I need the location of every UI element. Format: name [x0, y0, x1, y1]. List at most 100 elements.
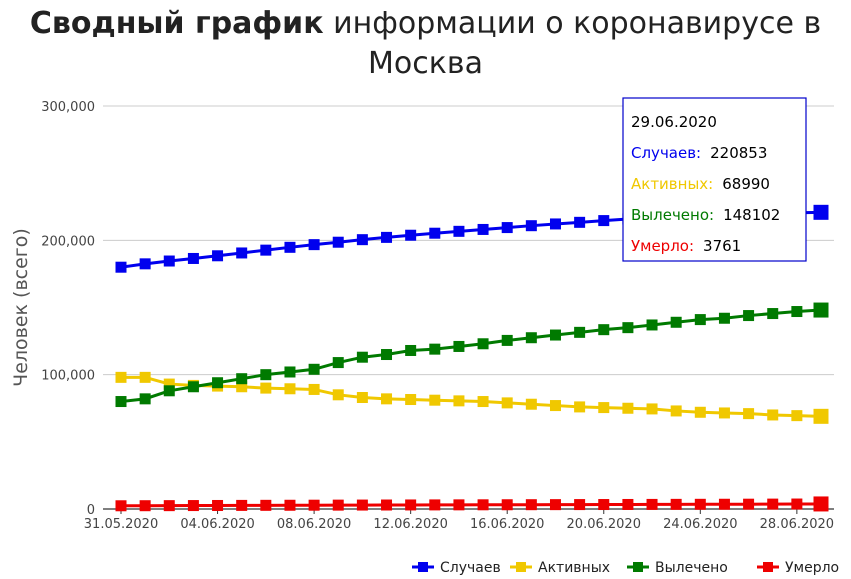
data-point[interactable] [116, 262, 127, 273]
data-point[interactable] [309, 500, 320, 511]
data-point[interactable] [502, 335, 513, 346]
data-point[interactable] [695, 407, 706, 418]
data-point[interactable] [743, 499, 754, 510]
data-point[interactable] [236, 373, 247, 384]
data-point[interactable] [647, 319, 658, 330]
data-point[interactable] [188, 500, 199, 511]
data-point[interactable] [719, 313, 730, 324]
data-point[interactable] [671, 499, 682, 510]
data-point[interactable] [140, 258, 151, 269]
data-point[interactable] [502, 499, 513, 510]
data-point[interactable] [309, 239, 320, 250]
data-point[interactable] [743, 310, 754, 321]
data-point[interactable] [814, 303, 829, 318]
data-point[interactable] [116, 500, 127, 511]
data-point[interactable] [574, 217, 585, 228]
data-point[interactable] [381, 232, 392, 243]
data-point[interactable] [212, 377, 223, 388]
data-point[interactable] [284, 500, 295, 511]
legend-item[interactable]: Умерло [757, 560, 839, 576]
data-point[interactable] [140, 500, 151, 511]
data-point[interactable] [526, 220, 537, 231]
data-point[interactable] [284, 242, 295, 253]
data-point[interactable] [164, 385, 175, 396]
data-point[interactable] [116, 396, 127, 407]
data-point[interactable] [478, 396, 489, 407]
data-point[interactable] [598, 499, 609, 510]
data-point[interactable] [357, 500, 368, 511]
data-point[interactable] [188, 381, 199, 392]
data-point[interactable] [405, 345, 416, 356]
legend-item[interactable]: Активных [510, 560, 610, 576]
data-point[interactable] [333, 500, 344, 511]
data-point[interactable] [140, 372, 151, 383]
data-point[interactable] [478, 338, 489, 349]
data-point[interactable] [743, 408, 754, 419]
data-point[interactable] [791, 410, 802, 421]
data-point[interactable] [357, 352, 368, 363]
data-point[interactable] [333, 389, 344, 400]
data-point[interactable] [550, 400, 561, 411]
data-point[interactable] [622, 403, 633, 414]
data-point[interactable] [429, 395, 440, 406]
data-point[interactable] [574, 327, 585, 338]
data-point[interactable] [405, 394, 416, 405]
data-point[interactable] [429, 228, 440, 239]
data-point[interactable] [212, 250, 223, 261]
data-point[interactable] [598, 402, 609, 413]
data-point[interactable] [791, 306, 802, 317]
data-point[interactable] [309, 384, 320, 395]
data-point[interactable] [212, 500, 223, 511]
data-point[interactable] [814, 205, 829, 220]
data-point[interactable] [671, 317, 682, 328]
data-point[interactable] [140, 393, 151, 404]
data-point[interactable] [381, 349, 392, 360]
legend-item[interactable]: Случаев [412, 560, 501, 576]
data-point[interactable] [309, 364, 320, 375]
data-point[interactable] [405, 499, 416, 510]
data-point[interactable] [550, 499, 561, 510]
data-point[interactable] [381, 393, 392, 404]
data-point[interactable] [622, 499, 633, 510]
data-point[interactable] [260, 383, 271, 394]
data-point[interactable] [767, 308, 778, 319]
data-point[interactable] [574, 401, 585, 412]
data-point[interactable] [502, 397, 513, 408]
data-point[interactable] [405, 230, 416, 241]
data-point[interactable] [647, 499, 658, 510]
data-point[interactable] [695, 314, 706, 325]
data-point[interactable] [550, 330, 561, 341]
data-point[interactable] [526, 499, 537, 510]
data-point[interactable] [598, 324, 609, 335]
data-point[interactable] [333, 237, 344, 248]
data-point[interactable] [429, 344, 440, 355]
data-point[interactable] [453, 341, 464, 352]
data-point[interactable] [357, 392, 368, 403]
data-point[interactable] [550, 218, 561, 229]
data-point[interactable] [381, 500, 392, 511]
data-point[interactable] [236, 500, 247, 511]
data-point[interactable] [333, 357, 344, 368]
data-point[interactable] [478, 499, 489, 510]
data-point[interactable] [357, 234, 368, 245]
data-point[interactable] [767, 409, 778, 420]
data-point[interactable] [284, 366, 295, 377]
data-point[interactable] [526, 332, 537, 343]
data-point[interactable] [188, 253, 199, 264]
data-point[interactable] [260, 245, 271, 256]
data-point[interactable] [116, 372, 127, 383]
data-point[interactable] [502, 222, 513, 233]
data-point[interactable] [453, 395, 464, 406]
data-point[interactable] [598, 215, 609, 226]
data-point[interactable] [164, 500, 175, 511]
data-point[interactable] [719, 407, 730, 418]
data-point[interactable] [622, 322, 633, 333]
data-point[interactable] [236, 247, 247, 258]
data-point[interactable] [719, 499, 730, 510]
data-point[interactable] [814, 409, 829, 424]
data-point[interactable] [671, 405, 682, 416]
data-point[interactable] [526, 399, 537, 410]
data-point[interactable] [574, 499, 585, 510]
data-point[interactable] [260, 500, 271, 511]
data-point[interactable] [814, 496, 829, 511]
